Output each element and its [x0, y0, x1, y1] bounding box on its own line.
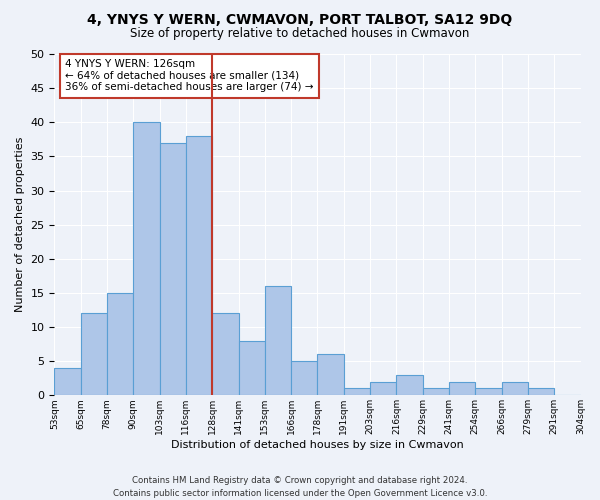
Bar	[81, 314, 107, 396]
Bar	[449, 382, 475, 396]
Y-axis label: Number of detached properties: Number of detached properties	[15, 137, 25, 312]
Bar	[475, 388, 502, 396]
Bar	[133, 122, 160, 396]
Bar	[107, 293, 133, 396]
Bar	[160, 142, 186, 396]
Text: 4, YNYS Y WERN, CWMAVON, PORT TALBOT, SA12 9DQ: 4, YNYS Y WERN, CWMAVON, PORT TALBOT, SA…	[88, 12, 512, 26]
Bar	[370, 382, 397, 396]
Bar	[291, 361, 317, 396]
Bar	[265, 286, 291, 396]
Bar	[239, 340, 265, 396]
Bar	[55, 368, 81, 396]
Text: 4 YNYS Y WERN: 126sqm
← 64% of detached houses are smaller (134)
36% of semi-det: 4 YNYS Y WERN: 126sqm ← 64% of detached …	[65, 59, 313, 92]
Bar	[317, 354, 344, 396]
Bar	[502, 382, 528, 396]
Text: Contains HM Land Registry data © Crown copyright and database right 2024.
Contai: Contains HM Land Registry data © Crown c…	[113, 476, 487, 498]
X-axis label: Distribution of detached houses by size in Cwmavon: Distribution of detached houses by size …	[171, 440, 464, 450]
Bar	[397, 375, 422, 396]
Bar	[186, 136, 212, 396]
Bar	[528, 388, 554, 396]
Bar	[422, 388, 449, 396]
Bar	[212, 314, 239, 396]
Bar	[344, 388, 370, 396]
Text: Size of property relative to detached houses in Cwmavon: Size of property relative to detached ho…	[130, 28, 470, 40]
